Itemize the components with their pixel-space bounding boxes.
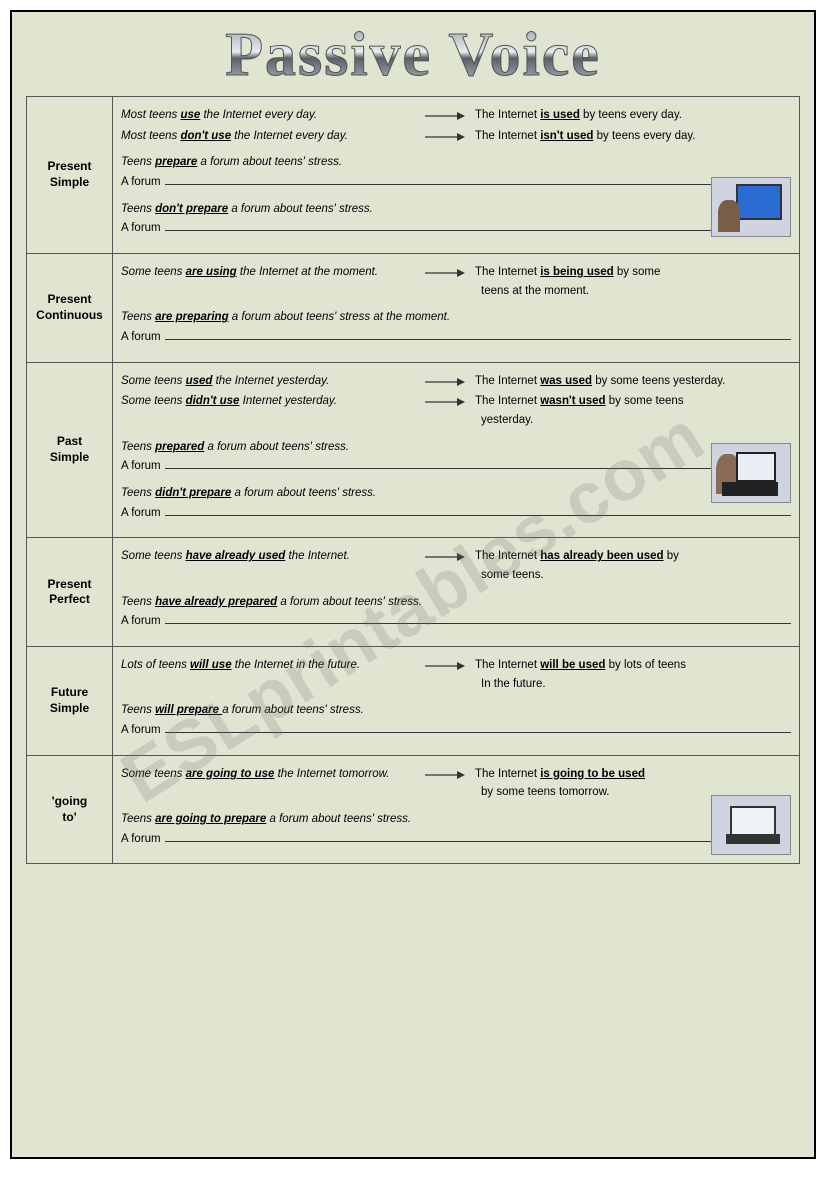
blank-prefix: A forum	[121, 831, 161, 848]
exercise-prompt: Teens don't prepare a forum about teens'…	[121, 201, 791, 218]
answer-blank[interactable]: A forum	[121, 612, 791, 630]
tense-row: PresentPerfect Some teens have already us…	[27, 538, 800, 647]
tense-content: Lots of teens will use the Internet in t…	[113, 647, 800, 756]
active-sentence: Most teens use the Internet every day.	[121, 107, 421, 124]
exercise-prompt: Teens are preparing a forum about teens'…	[121, 309, 791, 326]
answer-blank[interactable]: A forum	[121, 219, 791, 237]
laptop-kid-thumbnail	[711, 443, 791, 503]
tense-label: PresentContinuous	[27, 254, 113, 363]
example-pair: Some teens are going to use the Internet…	[121, 766, 791, 783]
blank-prefix: A forum	[121, 329, 161, 346]
passive-sentence: The Internet is used by teens every day.	[469, 107, 791, 124]
tense-row: PresentContinuous Some teens are using th…	[27, 254, 800, 363]
active-sentence: Some teens have already used the Interne…	[121, 548, 421, 565]
tense-content: Some teens are going to use the Internet…	[113, 755, 800, 864]
answer-blank[interactable]: A forum	[121, 328, 791, 346]
computer-thumbnail	[711, 177, 791, 237]
arrow-icon	[425, 268, 465, 278]
exercise-prompt: Teens didn't prepare a forum about teens…	[121, 485, 791, 502]
blank-prefix: A forum	[121, 613, 161, 630]
tense-content: Some teens are using the Internet at the…	[113, 254, 800, 363]
exercise-prompt: Teens prepared a forum about teens' stre…	[121, 439, 791, 456]
passive-sentence: The Internet isn't used by teens every d…	[469, 128, 791, 145]
active-sentence: Some teens are using the Internet at the…	[121, 264, 421, 281]
tense-table: PresentSimple Most teens use the Internet…	[26, 96, 800, 864]
blank-prefix: A forum	[121, 220, 161, 237]
blank-prefix: A forum	[121, 505, 161, 522]
arrow-icon	[425, 132, 465, 142]
arrow-icon	[425, 111, 465, 121]
arrow-icon	[425, 397, 465, 407]
example-pair: Some teens didn't use Internet yesterday…	[121, 393, 791, 410]
example-pair: Some teens have already used the Interne…	[121, 548, 791, 565]
exercise-prompt: Teens are going to prepare a forum about…	[121, 811, 791, 828]
tense-row: 'goingto' Some teens are going to use the…	[27, 755, 800, 864]
blank-prefix: A forum	[121, 722, 161, 739]
arrow-icon	[425, 377, 465, 387]
tense-label: PastSimple	[27, 362, 113, 538]
passive-continuation: In the future.	[121, 676, 791, 693]
passive-sentence: The Internet was used by some teens yest…	[469, 373, 791, 390]
passive-sentence: The Internet will be used by lots of tee…	[469, 657, 791, 674]
active-sentence: Most teens don't use the Internet every …	[121, 128, 421, 145]
example-pair: Some teens are using the Internet at the…	[121, 264, 791, 281]
exercise-prompt: Teens will prepare a forum about teens' …	[121, 702, 791, 719]
passive-sentence: The Internet wasn't used by some teens	[469, 393, 791, 410]
tense-row: PresentSimple Most teens use the Internet…	[27, 97, 800, 254]
passive-continuation: some teens.	[121, 567, 791, 584]
tense-row: PastSimple Some teens used the Internet y…	[27, 362, 800, 538]
answer-blank[interactable]: A forum	[121, 173, 791, 191]
arrow-icon	[425, 552, 465, 562]
answer-blank[interactable]: A forum	[121, 721, 791, 739]
arrow-icon	[425, 770, 465, 780]
tense-label: 'goingto'	[27, 755, 113, 864]
blank-prefix: A forum	[121, 458, 161, 475]
tense-content: Most teens use the Internet every day. T…	[113, 97, 800, 254]
active-sentence: Some teens are going to use the Internet…	[121, 766, 421, 783]
example-pair: Some teens used the Internet yesterday. …	[121, 373, 791, 390]
passive-sentence: The Internet is being used by some	[469, 264, 791, 281]
passive-continuation: by some teens tomorrow.	[121, 784, 791, 801]
worksheet-page: Passive Voice PresentSimple Most teens us…	[10, 10, 816, 1159]
tense-row: FutureSimple Lots of teens will use the I…	[27, 647, 800, 756]
exercise-prompt: Teens prepare a forum about teens' stres…	[121, 154, 791, 171]
answer-blank[interactable]: A forum	[121, 457, 791, 475]
active-sentence: Some teens didn't use Internet yesterday…	[121, 393, 421, 410]
example-pair: Lots of teens will use the Internet in t…	[121, 657, 791, 674]
passive-continuation: yesterday.	[121, 412, 791, 429]
passive-continuation: teens at the moment.	[121, 283, 791, 300]
tense-label: PresentSimple	[27, 97, 113, 254]
passive-sentence: The Internet has already been used by	[469, 548, 791, 565]
tense-content: Some teens have already used the Interne…	[113, 538, 800, 647]
tense-content: Some teens used the Internet yesterday. …	[113, 362, 800, 538]
arrow-icon	[425, 661, 465, 671]
answer-blank[interactable]: A forum	[121, 504, 791, 522]
example-pair: Most teens use the Internet every day. T…	[121, 107, 791, 124]
blank-prefix: A forum	[121, 174, 161, 191]
active-sentence: Some teens used the Internet yesterday.	[121, 373, 421, 390]
laptop-thumbnail	[711, 795, 791, 855]
answer-blank[interactable]: A forum	[121, 830, 791, 848]
page-title: Passive Voice	[26, 24, 800, 86]
passive-sentence: The Internet is going to be used	[469, 766, 791, 783]
active-sentence: Lots of teens will use the Internet in t…	[121, 657, 421, 674]
tense-label: PresentPerfect	[27, 538, 113, 647]
tense-label: FutureSimple	[27, 647, 113, 756]
example-pair: Most teens don't use the Internet every …	[121, 128, 791, 145]
exercise-prompt: Teens have already prepared a forum abou…	[121, 594, 791, 611]
